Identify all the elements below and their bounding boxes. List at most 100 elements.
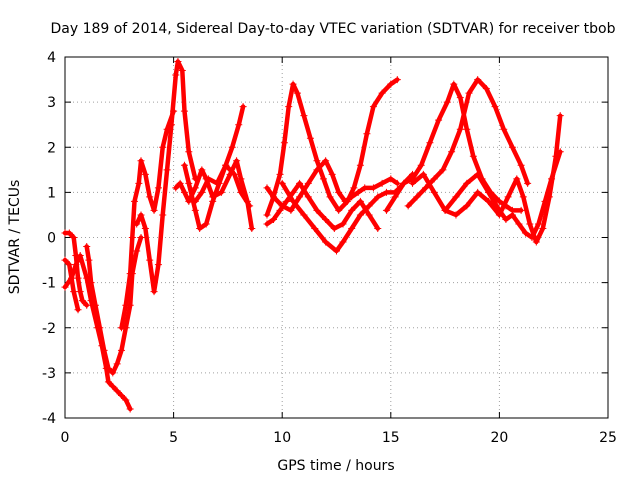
data-point-marker: [209, 197, 217, 205]
y-axis-tick-labels: -4 -3 -2 -1 0 1 2 3 4: [42, 50, 56, 427]
data-point-marker: [354, 188, 362, 196]
data-point-marker: [469, 152, 477, 160]
y-tick-label: -1: [42, 276, 56, 292]
data-point-marker: [322, 215, 330, 223]
y-tick-label: -3: [42, 366, 56, 382]
data-point-marker: [137, 157, 145, 165]
data-point-marker: [185, 148, 193, 156]
data-point-marker: [65, 229, 73, 237]
y-axis-label: SDTVAR / TECUs: [7, 180, 23, 295]
data-point-marker: [556, 148, 564, 156]
data-point-marker: [289, 188, 297, 196]
data-point-marker: [70, 288, 78, 296]
data-point-marker: [70, 234, 78, 241]
data-point-marker: [289, 197, 297, 205]
satellite-track-3: [61, 229, 91, 309]
data-point-marker: [500, 125, 508, 133]
data-point-marker: [382, 206, 390, 214]
data-point-marker: [61, 256, 69, 264]
data-point-marker: [515, 220, 523, 228]
data-point-marker: [172, 71, 180, 79]
data-point-marker: [400, 179, 408, 187]
grid: [65, 57, 608, 418]
data-point-marker: [356, 197, 364, 205]
y-tick-label: -2: [42, 321, 56, 337]
data-point-marker: [113, 360, 121, 368]
data-point-marker: [276, 170, 284, 178]
data-point-marker: [150, 288, 158, 296]
y-tick-label: -4: [42, 411, 56, 427]
data-point-marker: [495, 197, 503, 205]
data-point-marker: [100, 346, 108, 354]
data-point-marker: [528, 234, 536, 241]
data-point-marker: [426, 139, 434, 147]
y-tick-label: 4: [47, 50, 56, 66]
data-point-marker: [526, 220, 534, 228]
y-tick-label: 1: [47, 185, 56, 201]
data-point-marker: [137, 211, 145, 219]
x-axis-tick-labels: 0 5 10 15 20 25: [61, 430, 617, 446]
data-point-marker: [456, 94, 464, 102]
data-point-marker: [154, 261, 162, 269]
data-point-marker: [435, 116, 443, 124]
data-point-marker: [146, 193, 154, 201]
data-point-marker: [417, 161, 425, 169]
data-point-marker: [313, 157, 321, 165]
data-point-marker: [474, 76, 482, 84]
data-point-marker: [322, 238, 330, 246]
y-tick-label: 2: [47, 140, 56, 156]
data-point-marker: [228, 143, 236, 151]
data-point-marker: [246, 202, 254, 210]
series-line: [173, 158, 255, 231]
satellite-track-9: [191, 161, 254, 210]
data-point-marker: [524, 179, 532, 187]
data-point-marker: [237, 175, 245, 183]
data-point-marker: [463, 125, 471, 133]
data-point-marker: [122, 396, 130, 404]
data-point-marker: [328, 170, 336, 178]
data-point-marker: [378, 179, 386, 187]
data-point-marker: [348, 206, 356, 214]
data-point-marker: [230, 170, 238, 178]
data-point-marker: [74, 306, 82, 314]
data-point-marker: [270, 193, 278, 201]
data-point-marker: [304, 179, 312, 187]
data-point-marker: [339, 220, 347, 228]
data-point-marker: [237, 188, 245, 196]
data-point-marker: [532, 238, 540, 246]
data-point-marker: [333, 247, 340, 255]
data-point-marker: [283, 197, 291, 205]
data-point-marker: [409, 179, 417, 187]
data-point-marker: [348, 193, 356, 201]
data-point-marker: [141, 170, 149, 178]
data-point-marker: [365, 211, 373, 219]
data-point-marker: [117, 324, 125, 332]
satellite-track-13: [278, 170, 417, 255]
data-point-marker: [68, 274, 76, 282]
satellite-track-6: [133, 58, 199, 296]
data-point-marker: [513, 175, 521, 183]
data-point-marker: [502, 215, 510, 223]
data-point-marker: [287, 206, 295, 214]
series-line: [193, 163, 252, 209]
data-point-marker: [278, 179, 286, 187]
data-point-marker: [339, 238, 347, 246]
x-tick-label: 20: [490, 430, 508, 446]
data-point-marker: [378, 89, 386, 97]
data-point-marker: [113, 387, 121, 395]
data-point-marker: [369, 103, 377, 111]
data-point-marker: [263, 184, 271, 192]
data-point-marker: [126, 405, 134, 413]
axis-ticks: [64, 56, 609, 419]
series-line: [384, 81, 524, 213]
data-point-marker: [239, 103, 247, 111]
data-point-marker: [159, 143, 167, 151]
data-point-marker: [196, 224, 204, 232]
data-point-marker: [313, 206, 321, 214]
data-point-marker: [517, 161, 525, 169]
data-point-marker: [521, 229, 529, 237]
data-point-marker: [356, 161, 364, 169]
data-point-marker: [348, 224, 356, 232]
data-point-marker: [363, 130, 371, 138]
data-point-marker: [443, 98, 451, 106]
